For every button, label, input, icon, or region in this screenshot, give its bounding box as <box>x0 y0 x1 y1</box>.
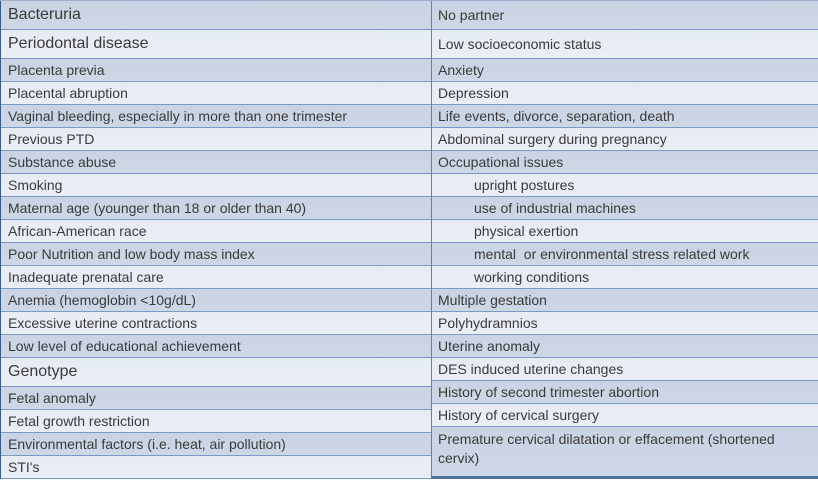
table-cell: Anemia (hemoglobin <10g/dL) <box>1 289 431 312</box>
table-cell: Substance abuse <box>1 151 431 174</box>
table-cell: working conditions <box>432 266 818 289</box>
table-cell: Polyhydramnios <box>432 312 818 335</box>
table-cell: Anxiety <box>432 59 818 82</box>
table-cell: STI's <box>1 456 431 479</box>
table-cell: Environmental factors (i.e. heat, air po… <box>1 433 431 456</box>
risk-factors-left-column: Bacteruria Periodontal disease Placenta pr… <box>0 1 431 479</box>
table-cell: Low socioeconomic status <box>432 30 818 59</box>
table-cell: DES induced uterine changes <box>432 358 818 381</box>
table-cell: History of cervical surgery <box>432 404 818 427</box>
table-cell: Fetal anomaly <box>1 387 431 410</box>
table-cell: Uterine anomaly <box>432 335 818 358</box>
table-cell: Bacteruria <box>1 1 431 30</box>
table-cell: physical exertion <box>432 220 818 243</box>
table-cell: Placenta previa <box>1 59 431 82</box>
table-cell: Multiple gestation <box>432 289 818 312</box>
risk-factors-right-column: No partner Low socioeconomic status Anxiet… <box>431 1 818 479</box>
table-cell: mental or environmental stress related w… <box>432 243 818 266</box>
table-cell: Smoking <box>1 174 431 197</box>
table-cell: Occupational issues <box>432 151 818 174</box>
table-cell: History of second trimester abortion <box>432 381 818 404</box>
table-cell: Excessive uterine contractions <box>1 312 431 335</box>
table-cell: African-American race <box>1 220 431 243</box>
table-cell: Placental abruption <box>1 82 431 105</box>
table-cell: Maternal age (younger than 18 or older t… <box>1 197 431 220</box>
table-cell: Depression <box>432 82 818 105</box>
table-cell: Inadequate prenatal care <box>1 266 431 289</box>
table-cell: Abdominal surgery during pregnancy <box>432 128 818 151</box>
table-cell: Low level of educational achievement <box>1 335 431 358</box>
table-cell: Previous PTD <box>1 128 431 151</box>
table-cell: Genotype <box>1 358 431 387</box>
table-cell: Life events, divorce, separation, death <box>432 105 818 128</box>
table-cell: No partner <box>432 1 818 30</box>
table-cell: Premature cervical dilatation or effacem… <box>432 427 818 479</box>
table-cell: Poor Nutrition and low body mass index <box>1 243 431 266</box>
table-cell: use of industrial machines <box>432 197 818 220</box>
table-cell: Periodontal disease <box>1 30 431 59</box>
table-cell: Vaginal bleeding, especially in more tha… <box>1 105 431 128</box>
table-cell: Fetal growth restriction <box>1 410 431 433</box>
table-cell: upright postures <box>432 174 818 197</box>
